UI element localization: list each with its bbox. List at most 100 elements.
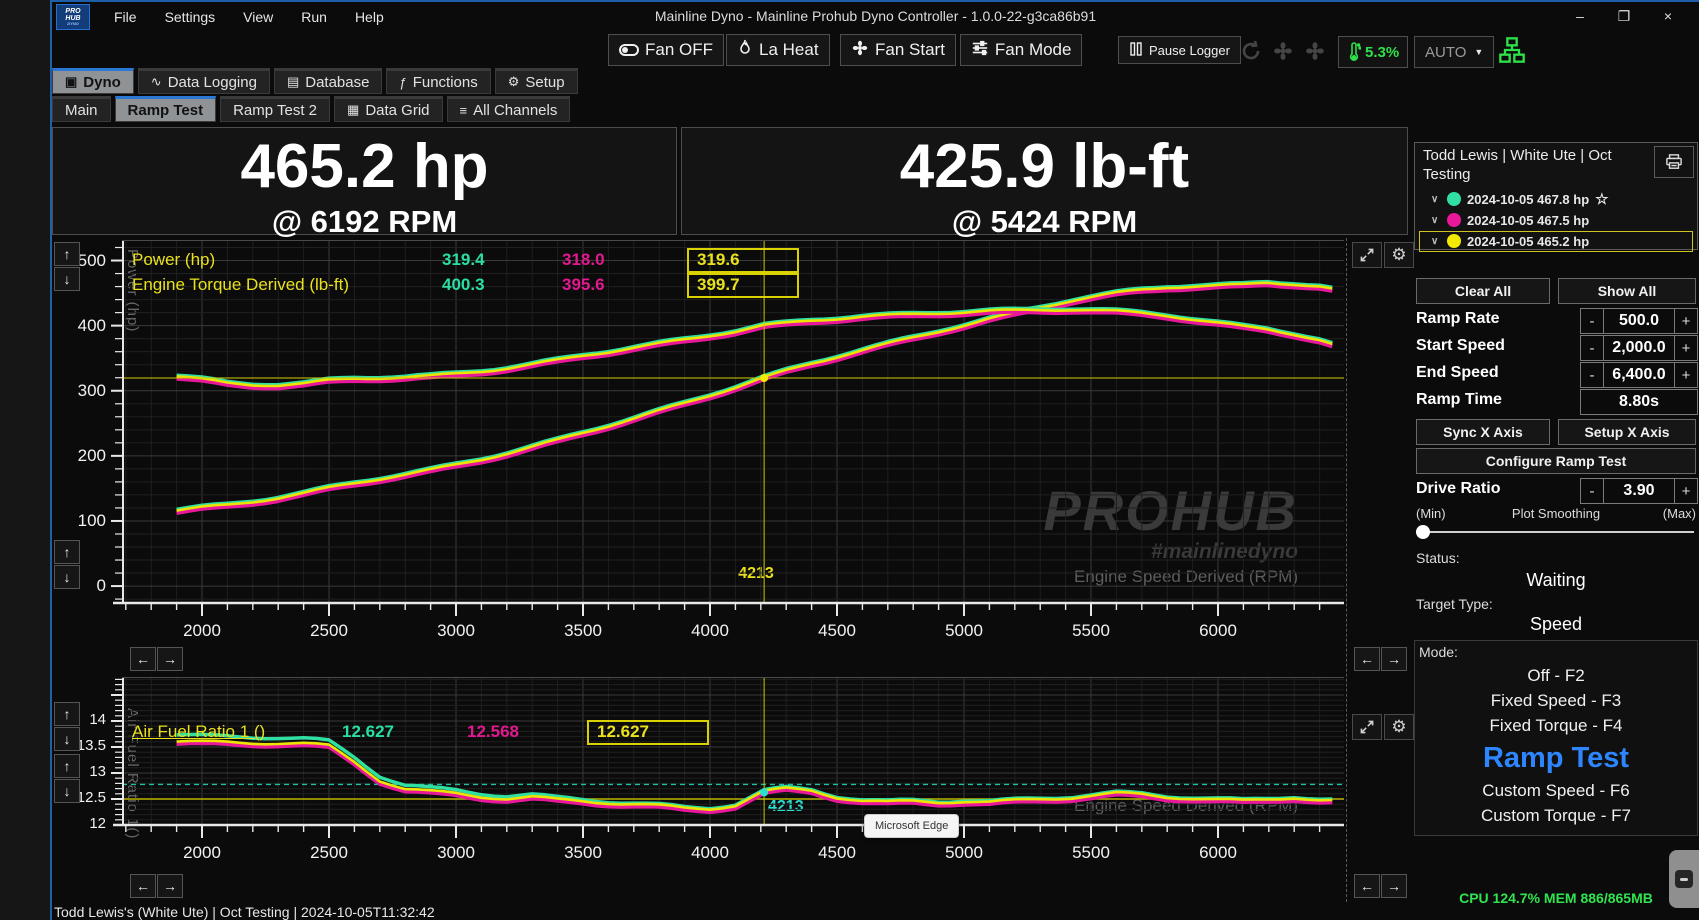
mode-option-custom-torque-f7[interactable]: Custom Torque - F7 bbox=[1481, 806, 1631, 825]
drive-ratio-value[interactable]: 3.90 bbox=[1623, 482, 1655, 499]
afr-x-pan-left-button-right[interactable]: ← bbox=[1354, 874, 1380, 898]
subtab-main[interactable]: Main bbox=[52, 96, 111, 122]
setup-x-axis-button[interactable]: Setup X Axis bbox=[1558, 419, 1696, 445]
menu-item-help[interactable]: Help bbox=[354, 9, 384, 25]
x-tick-label: 3000 bbox=[437, 843, 475, 862]
main-x-pan-left-button-right[interactable]: ← bbox=[1354, 647, 1380, 671]
start-speed-value[interactable]: 2,000.0 bbox=[1612, 339, 1666, 356]
legend-run-value: 319.4 bbox=[442, 250, 485, 269]
afr-chart-expand-icon[interactable] bbox=[1352, 714, 1382, 740]
run-label: 2024-10-05 467.8 hp bbox=[1467, 191, 1590, 207]
ramp-rate-increment-button[interactable]: + bbox=[1674, 309, 1697, 333]
star-icon[interactable]: ☆ bbox=[1595, 191, 1609, 208]
tab-data-logging[interactable]: ∿ Data Logging bbox=[137, 68, 270, 94]
legend-run-value: 318.0 bbox=[562, 250, 605, 269]
menu-item-file[interactable]: File bbox=[114, 9, 137, 25]
tab-functions[interactable]: ƒ Functions bbox=[386, 68, 491, 94]
main-x-pan-right-button[interactable]: → bbox=[157, 647, 183, 671]
main-y-pan-down-button[interactable]: ↓ bbox=[54, 267, 80, 291]
show-all-button[interactable]: Show All bbox=[1558, 278, 1696, 304]
mode-option-off-f2[interactable]: Off - F2 bbox=[1527, 666, 1585, 685]
menu-item-run[interactable]: Run bbox=[301, 9, 327, 25]
chevron-down-icon[interactable]: ∨ bbox=[1431, 214, 1439, 226]
tab-label: Main bbox=[65, 101, 98, 119]
main-y-zoom-up-button[interactable]: ↑ bbox=[54, 540, 80, 564]
start-speed-decrement-button[interactable]: - bbox=[1581, 336, 1604, 360]
print-button[interactable] bbox=[1654, 146, 1694, 178]
configure-ramp-test-button[interactable]: Configure Ramp Test bbox=[1416, 448, 1696, 474]
run-list-item[interactable]: ∨ 2024-10-05 465.2 hp bbox=[1419, 230, 1693, 252]
legend-run-value: 12.627 bbox=[597, 722, 649, 741]
auto-mode-dropdown[interactable]: AUTO ▼ bbox=[1414, 36, 1495, 68]
main-x-pan-left-button[interactable]: ← bbox=[130, 647, 156, 671]
temperature-indicator[interactable]: 5.3% bbox=[1338, 36, 1409, 68]
title-bar: PRO HUB DYNO File Settings View Run Help Mai… bbox=[52, 2, 1699, 32]
end-speed-decrement-button[interactable]: - bbox=[1581, 363, 1604, 387]
clear-all-button[interactable]: Clear All bbox=[1416, 278, 1550, 304]
chevron-down-icon[interactable]: ∨ bbox=[1431, 193, 1439, 205]
remote-access-side-tab[interactable] bbox=[1669, 850, 1699, 908]
run-list-item[interactable]: ∨ 2024-10-05 467.8 hp ☆ bbox=[1415, 189, 1697, 210]
start-speed-increment-button[interactable]: + bbox=[1674, 336, 1697, 360]
sync-icon[interactable] bbox=[1237, 37, 1265, 65]
legend-series-label[interactable]: Power (hp) bbox=[132, 250, 216, 269]
afr-y-pan-up-button[interactable]: ↑ bbox=[54, 702, 80, 726]
main-y-pan-up-button[interactable]: ↑ bbox=[54, 242, 80, 266]
afr-x-pan-right-button-right[interactable]: → bbox=[1381, 874, 1407, 898]
air-fuel-ratio-chart[interactable]: Air Fuel Ratio 1() Engine Speed Derived … bbox=[77, 677, 1344, 873]
end-speed-value[interactable]: 6,400.0 bbox=[1612, 366, 1666, 383]
x-tick-label: 6000 bbox=[1199, 843, 1237, 862]
mode-option-ramp-test[interactable]: Ramp Test bbox=[1482, 742, 1630, 774]
ramp-rate-value[interactable]: 500.0 bbox=[1618, 312, 1660, 329]
chevron-down-icon[interactable]: ∨ bbox=[1431, 235, 1439, 247]
la-heat-button[interactable]: La Heat bbox=[726, 34, 830, 66]
functions-icon: ƒ bbox=[399, 74, 407, 90]
fan-off-button[interactable]: Fan OFF bbox=[608, 34, 725, 66]
mode-option-custom-speed-f6[interactable]: Custom Speed - F6 bbox=[1482, 781, 1630, 800]
fan-start-button[interactable]: Fan Start bbox=[840, 34, 956, 66]
menu-item-settings[interactable]: Settings bbox=[164, 9, 216, 25]
drive-ratio-decrement-button[interactable]: - bbox=[1581, 479, 1604, 503]
fan-disabled-icon[interactable] bbox=[1301, 37, 1329, 65]
power-torque-chart[interactable]: Power (hp) PROHUB #mainlinedyno Engine S… bbox=[78, 240, 1344, 641]
tab-label: Setup bbox=[525, 73, 565, 91]
maximize-button[interactable]: ❐ bbox=[1617, 7, 1631, 24]
afr-y-pan-down-button[interactable]: ↓ bbox=[54, 727, 80, 751]
legend-series-label[interactable]: Air Fuel Ratio 1 () bbox=[132, 722, 266, 741]
afr-y-zoom-up-button[interactable]: ↑ bbox=[54, 754, 80, 778]
afr-y-zoom-down-button[interactable]: ↓ bbox=[54, 779, 80, 803]
tab-dyno[interactable]: ▣ Dyno bbox=[52, 68, 134, 94]
subtab-all-channels[interactable]: ≡ All Channels bbox=[446, 96, 571, 122]
pause-logger-button[interactable]: Pause Logger bbox=[1118, 36, 1241, 64]
tab-label: Database bbox=[305, 73, 370, 91]
tab-setup[interactable]: ⚙ Setup bbox=[494, 68, 578, 94]
main-x-pan-right-button-right[interactable]: → bbox=[1381, 647, 1407, 671]
sync-x-axis-button[interactable]: Sync X Axis bbox=[1416, 419, 1550, 445]
subtab-ramp-test-2[interactable]: Ramp Test 2 bbox=[220, 96, 331, 122]
mode-option-fixed-torque-f4[interactable]: Fixed Torque - F4 bbox=[1489, 716, 1623, 735]
end-speed-increment-button[interactable]: + bbox=[1674, 363, 1697, 387]
subtab-data-grid[interactable]: ▦ Data Grid bbox=[334, 96, 443, 122]
fan-disabled-icon[interactable] bbox=[1269, 37, 1297, 65]
legend-series-label[interactable]: Engine Torque Derived (lb-ft) bbox=[132, 275, 350, 294]
legend-cursor-value-box bbox=[687, 273, 799, 298]
drive-ratio-increment-button[interactable]: + bbox=[1674, 479, 1697, 503]
afr-x-pan-right-button[interactable]: → bbox=[157, 874, 183, 898]
main-chart-settings-icon[interactable]: ⚙ bbox=[1384, 242, 1414, 268]
main-y-zoom-down-button[interactable]: ↓ bbox=[54, 565, 80, 589]
main-chart-expand-icon[interactable] bbox=[1352, 242, 1382, 268]
minimize-button[interactable]: – bbox=[1576, 8, 1584, 24]
tab-database[interactable]: ▤ Database bbox=[273, 68, 383, 94]
afr-x-pan-left-button[interactable]: ← bbox=[130, 874, 156, 898]
network-status-icon[interactable] bbox=[1498, 36, 1526, 69]
afr-chart-settings-icon[interactable]: ⚙ bbox=[1384, 714, 1414, 740]
ramp-rate-decrement-button[interactable]: - bbox=[1581, 309, 1604, 333]
smoothing-slider-track[interactable] bbox=[1416, 531, 1694, 533]
smoothing-slider-knob[interactable] bbox=[1416, 525, 1430, 539]
subtab-ramp-test[interactable]: Ramp Test bbox=[114, 96, 217, 122]
fan-mode-button[interactable]: Fan Mode bbox=[959, 34, 1083, 66]
menu-item-view[interactable]: View bbox=[243, 9, 274, 25]
close-button[interactable]: × bbox=[1663, 8, 1673, 24]
run-list-item[interactable]: ∨ 2024-10-05 467.5 hp bbox=[1415, 210, 1697, 231]
mode-option-fixed-speed-f3[interactable]: Fixed Speed - F3 bbox=[1490, 691, 1622, 710]
